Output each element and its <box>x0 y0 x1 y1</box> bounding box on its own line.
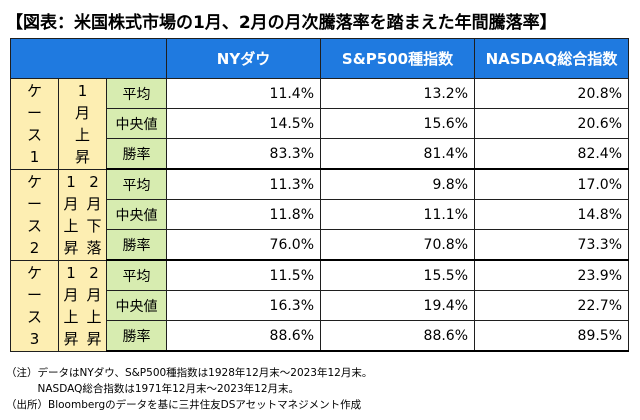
value-cell: 16.3% <box>166 290 322 321</box>
condition-char: 1 <box>66 263 76 282</box>
table-row: 勝率 88.6% 88.6% 89.5% <box>11 320 630 352</box>
value-cell: 14.8% <box>474 199 630 230</box>
table-row: 中央値 11.8% 11.1% 14.8% <box>11 199 630 230</box>
table-row: 中央値 14.5% 15.6% 20.6% <box>11 108 630 139</box>
case-label-cell: ケース 1 <box>10 78 59 170</box>
case-label-char: ー <box>26 103 42 122</box>
value-cell: 20.8% <box>474 78 630 109</box>
value-cell: 11.4% <box>166 78 322 109</box>
value-cell: 14.5% <box>166 108 322 139</box>
metric-label: 平均 <box>105 78 168 109</box>
table-row: 勝率 76.0% 70.8% 73.3% <box>11 229 630 261</box>
metric-label: 中央値 <box>105 290 168 321</box>
case-label-char: 2 <box>29 238 40 257</box>
case-label-char: ー <box>26 194 42 213</box>
condition-char: 1 <box>77 81 88 100</box>
value-cell: 82.4% <box>474 138 630 170</box>
metric-label: 勝率 <box>105 229 168 261</box>
value-cell: 9.8% <box>320 168 476 200</box>
condition-char: 月 <box>63 194 79 213</box>
value-cell: 23.9% <box>474 259 630 291</box>
note-1: （注）データはNYダウ、S&P500種指数は1928年12月末～2023年12月… <box>6 367 373 379</box>
condition-char: 上 <box>63 307 79 326</box>
case-label-char: ケ <box>26 172 42 191</box>
value-cell: 88.6% <box>166 320 322 352</box>
condition-char: 月 <box>86 285 102 304</box>
returns-table: NYダウ S&P500種指数 NASDAQ総合指数 ケース 1 1 月上昇平均 11.4… <box>9 38 630 352</box>
condition-char: 月 <box>86 194 102 213</box>
case-label-cell: ケース 3 <box>10 259 59 352</box>
metric-label: 平均 <box>105 168 168 200</box>
condition-char: 上 <box>74 125 90 144</box>
value-cell: 22.7% <box>474 290 630 321</box>
condition-char: 1 <box>66 172 76 191</box>
metric-label: 勝率 <box>105 320 168 352</box>
condition-char: 月 <box>74 103 90 122</box>
condition-char: 2 <box>89 172 99 191</box>
condition-char: 昇 <box>63 238 79 257</box>
value-cell: 19.4% <box>320 290 476 321</box>
value-cell: 89.5% <box>474 320 630 352</box>
header-corner <box>9 38 168 79</box>
case-label-char: ス <box>26 125 42 144</box>
case-label-char: ケ <box>26 263 42 282</box>
case-label-char: ケ <box>26 81 42 100</box>
note-2: NASDAQ総合指数は1971年12月末～2023年12月末。 <box>6 383 300 395</box>
table-row: ケース 2 1 月上昇 2 月下落平均 11.3% 9.8% 17.0% <box>10 168 630 261</box>
metric-label: 平均 <box>105 259 168 291</box>
case-condition-cell: 1 月上昇 <box>58 78 107 170</box>
table-row: ケース 3 1 月上昇 2 月上昇平均 11.5% 15.5% 23.9% <box>10 259 630 352</box>
condition-char: 月 <box>63 285 79 304</box>
condition-char: 下 <box>86 216 102 235</box>
condition-char: 2 <box>89 263 99 282</box>
value-cell: 11.8% <box>166 199 322 230</box>
metric-label: 中央値 <box>105 108 168 139</box>
condition-char: 昇 <box>74 147 90 166</box>
value-cell: 11.1% <box>320 199 476 230</box>
value-cell: 70.8% <box>320 229 476 261</box>
table-row: 勝率 83.3% 81.4% 82.4% <box>11 138 630 170</box>
table-row: 中央値 16.3% 19.4% 22.7% <box>11 290 630 321</box>
value-cell: 81.4% <box>320 138 476 170</box>
footnotes: （注）データはNYダウ、S&P500種指数は1928年12月末～2023年12月… <box>6 365 372 413</box>
value-cell: 83.3% <box>166 138 322 170</box>
metric-label: 勝率 <box>105 138 168 170</box>
value-cell: 11.5% <box>166 259 322 291</box>
case-label-char: ス <box>26 216 42 235</box>
value-cell: 15.5% <box>320 259 476 291</box>
condition-char: 上 <box>86 307 102 326</box>
condition-char: 落 <box>86 238 102 257</box>
value-cell: 73.3% <box>474 229 630 261</box>
value-cell: 88.6% <box>320 320 476 352</box>
case-label-cell: ケース 2 <box>10 168 59 261</box>
table-row: ケース 1 1 月上昇 平均 11.4% 13.2% 20.8% <box>10 78 630 170</box>
case-label-char: 1 <box>29 147 40 166</box>
metric-label: 中央値 <box>105 199 168 230</box>
condition-char: 昇 <box>86 329 102 348</box>
value-cell: 17.0% <box>474 168 630 200</box>
value-cell: 20.6% <box>474 108 630 139</box>
case-label-char: ー <box>26 285 42 304</box>
col-header-nasdaq: NASDAQ総合指数 <box>474 38 630 79</box>
value-cell: 76.0% <box>166 229 322 261</box>
value-cell: 15.6% <box>320 108 476 139</box>
chart-title: 【図表：米国株式市場の1月、2月の月次騰落率を踏まえた年間騰落率】 <box>6 13 557 33</box>
col-header-sp500: S&P500種指数 <box>320 38 476 79</box>
case-label-char: 3 <box>29 329 40 348</box>
note-source: （出所）Bloombergのデータを基に三井住友DSアセットマネジメント作成 <box>6 399 362 411</box>
header-row: NYダウ S&P500種指数 NASDAQ総合指数 <box>9 38 630 79</box>
condition-char: 昇 <box>63 329 79 348</box>
col-header-nydow: NYダウ <box>166 38 322 79</box>
case-label-char: ス <box>26 307 42 326</box>
value-cell: 11.3% <box>166 168 322 200</box>
condition-char: 上 <box>63 216 79 235</box>
value-cell: 13.2% <box>320 78 476 109</box>
